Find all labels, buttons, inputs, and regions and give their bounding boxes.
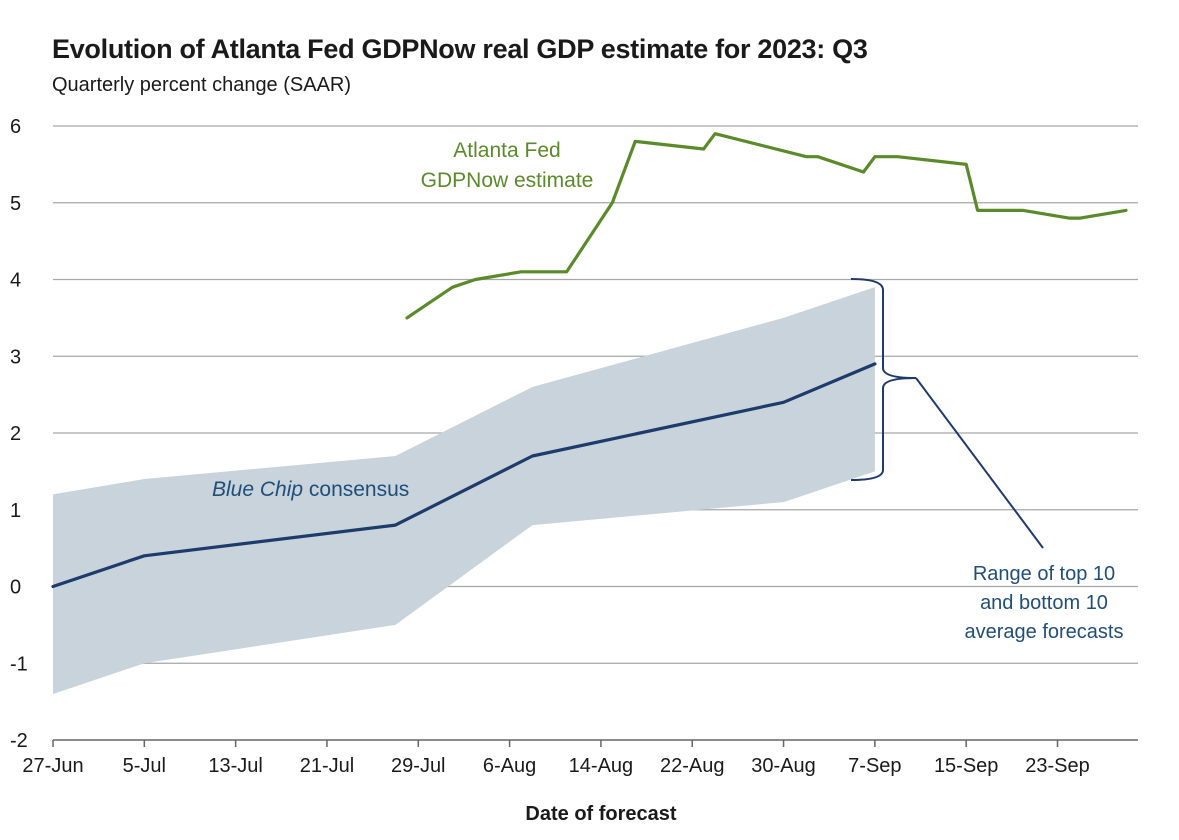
x-tick-label: 27-Jun [22, 755, 83, 777]
x-tick-label: 6-Aug [483, 755, 536, 777]
gdpnow-label-line1: Atlanta Fed [453, 139, 560, 162]
x-axis-title: Date of forecast [525, 803, 676, 825]
gdpnow-estimate-line [405, 132, 1128, 320]
range-leader-line [915, 377, 1044, 549]
y-tick-label: 4 [10, 270, 21, 292]
x-tick-label: 29-Jul [391, 755, 445, 777]
annotation-layer: Atlanta Fed GDPNow estimate Blue Chip co… [212, 139, 1123, 643]
y-tick-label: 0 [10, 577, 21, 599]
range-label-line1: Range of top 10 [973, 563, 1115, 585]
gdpnow-label-line2: GDPNow estimate [421, 169, 594, 192]
y-tick-label: 3 [10, 346, 21, 368]
x-tick-label: 23-Sep [1025, 755, 1090, 777]
x-tick-label: 15-Sep [934, 755, 999, 777]
range-label-line3: average forecasts [965, 621, 1124, 643]
bluechip-label-italic: Blue Chip [212, 478, 303, 501]
x-tick-label: 5-Jul [123, 755, 166, 777]
x-tick-label: 21-Jul [300, 755, 354, 777]
series-layer [51, 132, 1128, 589]
y-tick-label: 1 [10, 500, 21, 522]
x-tick-label: 13-Jul [208, 755, 262, 777]
y-tick-label: -1 [10, 653, 28, 675]
bluechip-label: Blue Chip consensus [212, 478, 409, 501]
x-tick-label: 14-Aug [569, 755, 634, 777]
y-tick-label: 2 [10, 423, 21, 445]
y-tick-label: -2 [10, 730, 28, 752]
range-label-line2: and bottom 10 [980, 592, 1108, 614]
x-tick-label: 7-Sep [848, 755, 901, 777]
y-tick-label: 5 [10, 193, 21, 215]
x-tick-label: 22-Aug [660, 755, 725, 777]
chart-subtitle: Quarterly percent change (SAAR) [52, 74, 352, 96]
blue-chip-consensus-line [51, 362, 877, 589]
axis-layer: -2 -1 0 1 2 3 4 5 6 27-Jun 5-Jul 13-Jul 21-Jul 29-Jul… [10, 116, 1090, 825]
chart-title: Evolution of Atlanta Fed GDPNow real GDP… [52, 34, 868, 64]
bluechip-label-rest: consensus [303, 478, 409, 501]
y-tick-label: 6 [10, 116, 21, 138]
gridlines [53, 125, 1138, 741]
x-tick-label: 30-Aug [751, 755, 816, 777]
